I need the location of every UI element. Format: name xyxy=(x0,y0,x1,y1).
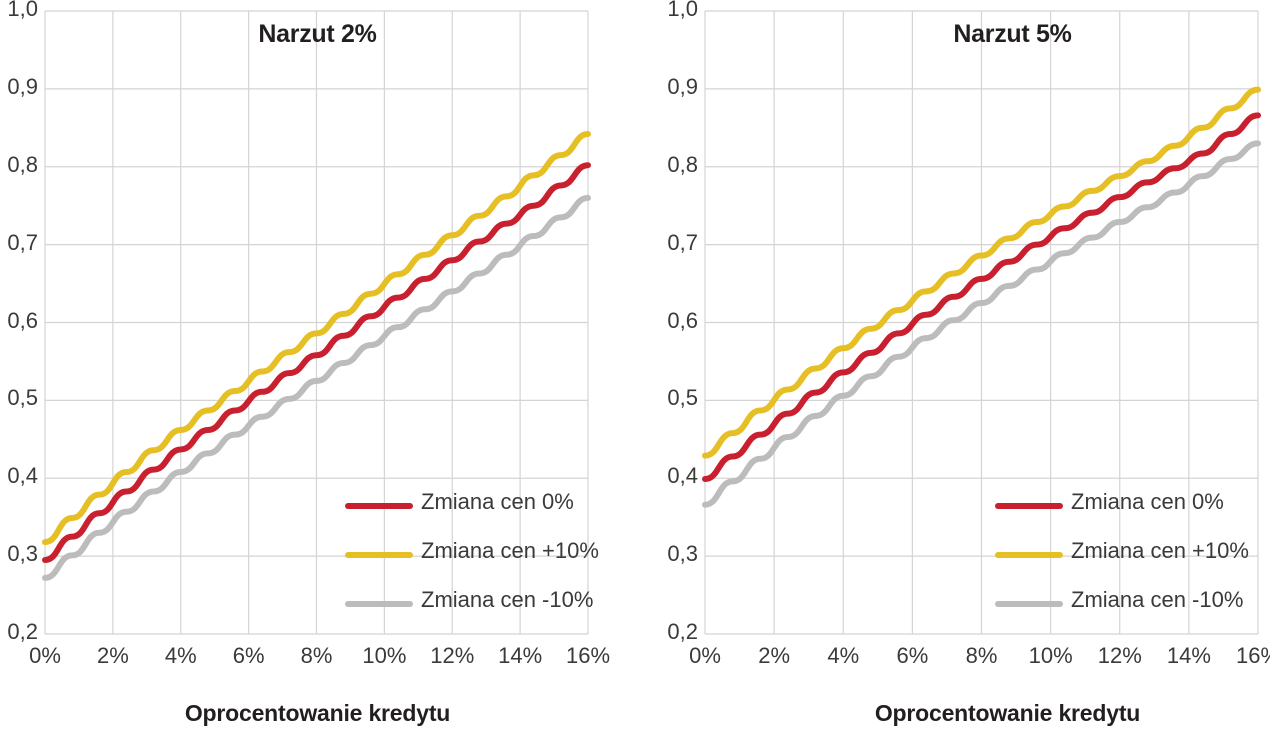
data-line xyxy=(702,140,1261,508)
legend-swatch-gray xyxy=(995,601,1063,607)
y-tick-label: 0,6 xyxy=(7,307,38,333)
y-tick-label: 0,9 xyxy=(667,73,698,99)
y-tick-label: 0,6 xyxy=(667,307,698,333)
x-tick-label: 10% xyxy=(1028,643,1073,668)
x-tick-label: 8% xyxy=(300,643,333,668)
legend-swatch-gray xyxy=(345,601,413,607)
chart-panel-narzut-5: Narzut 5% Oprocentowanie kredytu 1,0 0,9 0… xyxy=(635,0,1270,741)
data-line xyxy=(42,194,591,581)
x-tick-label: 2% xyxy=(96,643,129,668)
chart-canvas-left xyxy=(42,10,591,635)
y-tick-label: 0,8 xyxy=(667,151,698,177)
legend-swatch-yellow xyxy=(345,552,413,558)
y-tick-label: 1,0 xyxy=(7,0,38,21)
legend-label: Zmiana cen 0% xyxy=(1071,489,1224,514)
y-tick-label: 0,2 xyxy=(667,619,698,644)
x-tick-label: 6% xyxy=(232,643,265,668)
chart-title-right: Narzut 5% xyxy=(953,20,1072,48)
y-tick-label: 0,8 xyxy=(7,151,38,177)
x-tick-label: 0% xyxy=(29,643,61,668)
x-tick-label: 12% xyxy=(1097,643,1142,668)
x-tick-label: 6% xyxy=(896,643,929,668)
y-tick-label: 0,7 xyxy=(7,229,38,255)
legend-label: Zmiana cen +10% xyxy=(421,538,599,563)
chart-panel-narzut-2: Narzut 2% Oprocentowanie kredytu 1,0 0,9 0… xyxy=(7,0,611,726)
chart-canvas-right xyxy=(702,10,1261,635)
y-tick-label: 0,7 xyxy=(667,229,698,255)
chart-title-left: Narzut 2% xyxy=(258,20,377,48)
x-tick-label: 14% xyxy=(1166,643,1211,668)
y-tick-label: 1,0 xyxy=(667,0,698,21)
y-tick-label: 0,4 xyxy=(667,463,698,489)
x-tick-label: 14% xyxy=(498,643,543,668)
x-axis-title-right: Oprocentowanie kredytu xyxy=(874,700,1141,726)
legend-label: Zmiana cen 0% xyxy=(421,489,574,514)
y-tick-label: 0,5 xyxy=(7,385,38,411)
x-tick-label: 16% xyxy=(1235,643,1270,668)
y-tick-label: 0,2 xyxy=(7,619,38,644)
x-tick-label: 0% xyxy=(689,643,721,668)
x-tick-label: 12% xyxy=(430,643,475,668)
y-tick-label: 0,4 xyxy=(7,463,38,489)
data-line xyxy=(702,112,1261,483)
y-tick-label: 0,5 xyxy=(667,385,698,411)
y-tick-label: 0,3 xyxy=(667,541,698,567)
x-tick-label: 4% xyxy=(164,643,197,668)
y-tick-label: 0,3 xyxy=(7,541,38,567)
data-line xyxy=(42,131,591,546)
data-line xyxy=(42,162,591,564)
data-line xyxy=(702,86,1261,459)
y-tick-label: 0,9 xyxy=(7,73,38,99)
x-tick-label: 2% xyxy=(758,643,791,668)
legend-label: Zmiana cen +10% xyxy=(1071,538,1249,563)
legend-swatch-red xyxy=(345,503,413,509)
legend-swatch-yellow xyxy=(995,552,1063,558)
x-tick-label: 8% xyxy=(965,643,998,668)
legend-label: Zmiana cen -10% xyxy=(1071,587,1244,612)
x-axis-title-left: Oprocentowanie kredytu xyxy=(184,700,451,726)
x-tick-label: 4% xyxy=(827,643,860,668)
legend-swatch-red xyxy=(995,503,1063,509)
legend-label: Zmiana cen -10% xyxy=(421,587,594,612)
x-tick-label: 16% xyxy=(565,643,611,668)
x-tick-label: 10% xyxy=(362,643,407,668)
